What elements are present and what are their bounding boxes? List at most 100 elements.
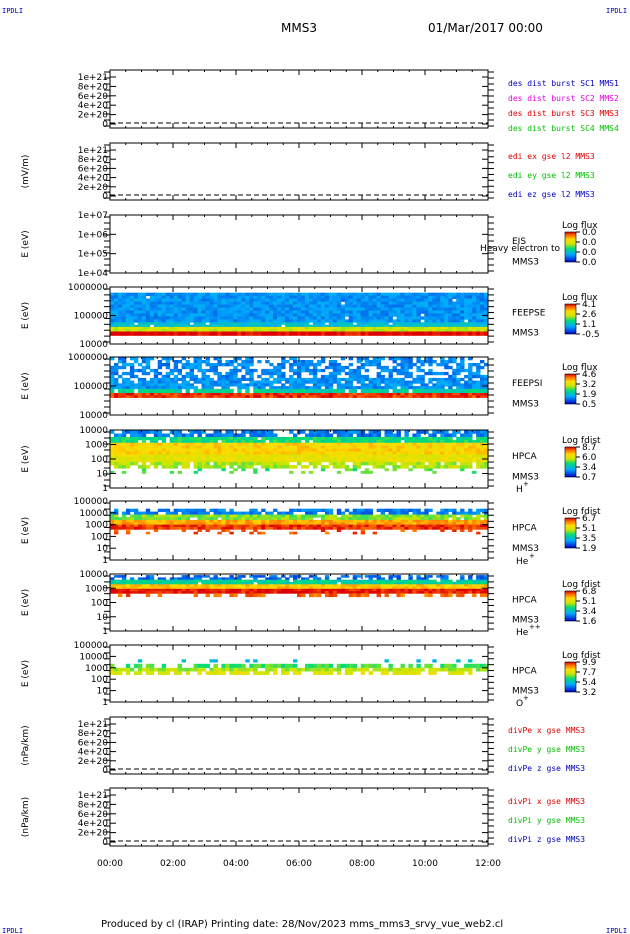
spectrogram-cell [261, 301, 266, 305]
y-tick-label: 10000 [79, 426, 108, 436]
spectrogram-cell [289, 439, 294, 444]
spectrogram-cell [408, 298, 413, 302]
spectrogram-cell [205, 511, 210, 515]
spectrogram-cell [281, 448, 286, 452]
spectrogram-cell [110, 388, 115, 394]
spectrogram-cell [189, 313, 194, 317]
spectrogram-cell [340, 322, 346, 325]
spectrogram-cell [165, 374, 171, 379]
spectrogram-cell [460, 307, 465, 311]
spectrogram-cell [476, 363, 481, 367]
spectrogram-cell [464, 524, 469, 528]
spectrogram-cell [356, 456, 362, 460]
spectrogram-cell [157, 442, 163, 446]
spectrogram-cell [165, 383, 171, 387]
spectrogram-cell [253, 383, 258, 387]
spectrogram-cell [213, 517, 218, 521]
spectrogram-cell [157, 522, 163, 525]
spectrogram-cell [388, 357, 393, 361]
spectrogram-cell [161, 388, 167, 394]
spectrogram-cell [125, 386, 131, 390]
spectrogram-cell [161, 301, 167, 305]
spectrogram-cell [348, 377, 354, 381]
spectrogram-cell [305, 316, 310, 320]
spectrogram-cell [121, 316, 127, 320]
spectrogram-cell [165, 433, 171, 438]
spectrogram-cell [305, 331, 310, 336]
spectrogram-cell [185, 298, 190, 302]
spectrogram-cell [181, 383, 186, 387]
spectrogram-cell [324, 298, 330, 302]
spectrogram-cell [118, 459, 123, 463]
spectrogram-cell [444, 517, 449, 521]
spectrogram-cell [332, 374, 338, 379]
spectrogram-cell [316, 331, 322, 336]
spectrogram-cell [440, 304, 445, 308]
spectrogram-cell [372, 388, 377, 394]
spectrogram-cell [137, 393, 143, 396]
spectrogram-cell [169, 465, 175, 469]
spectrogram-cell [257, 459, 262, 463]
spectrogram-cell [169, 393, 175, 396]
spectrogram-cell [416, 313, 421, 317]
spectrogram-cell [281, 456, 286, 460]
spectrogram-cell [376, 459, 381, 463]
spectrogram-cell [293, 439, 298, 444]
spectrogram-cell [324, 527, 330, 530]
spectrogram-cell [388, 445, 393, 449]
spectrogram-cell [420, 393, 425, 396]
spectrogram-cell [217, 461, 222, 466]
spectrogram-cell [249, 374, 254, 379]
spectrogram-cell [177, 326, 182, 330]
spectrogram-cell [129, 451, 135, 455]
spectrogram-cell [253, 295, 258, 299]
spectrogram-cell [265, 514, 270, 518]
spectrogram-cell [412, 322, 417, 325]
spectrogram-cell [277, 448, 282, 452]
spectrogram-cell [348, 511, 354, 515]
spectrogram-cell [452, 465, 457, 469]
spectrogram-cell [261, 527, 266, 530]
spectrogram-cell [324, 295, 330, 299]
spectrogram-cell [368, 307, 373, 311]
spectrogram-cell [404, 322, 409, 325]
spectrogram-cell [209, 298, 214, 302]
spectrogram-cell [229, 316, 234, 320]
spectrogram-cell [233, 371, 238, 376]
spectrogram-cell [169, 527, 175, 530]
spectrogram-cell [456, 298, 461, 302]
spectrogram-cell [484, 433, 489, 438]
spectrogram-cell [213, 519, 218, 523]
spectrogram-cell [348, 522, 354, 525]
spectrogram-cell [408, 522, 413, 525]
spectrogram-cell [464, 324, 469, 328]
spectrogram-cell [364, 304, 370, 308]
spectrogram-cell [376, 461, 381, 466]
spectrogram-cell [376, 360, 381, 364]
spectrogram-cell [312, 292, 318, 296]
y-tick-label: 4e+20 [78, 101, 109, 111]
spectrogram-cell [229, 517, 234, 521]
spectrogram-cell [408, 459, 413, 463]
spectrogram-cell [149, 451, 155, 455]
spectrogram-cell [332, 298, 338, 302]
spectrogram-cell [348, 326, 354, 330]
spectrogram-cell [193, 295, 198, 299]
spectrogram-cell [245, 326, 250, 330]
spectrogram-cell [312, 326, 318, 330]
spectrogram-cell [257, 310, 262, 314]
spectrogram-cell [476, 383, 481, 387]
spectrogram-cell [297, 437, 302, 441]
spectrogram-cell [464, 445, 469, 449]
spectrogram-cell [452, 295, 457, 299]
spectrogram-cell [209, 524, 214, 528]
spectrogram-cell [225, 371, 230, 376]
spectrogram-cell [460, 461, 465, 466]
spectrogram-cell [185, 393, 190, 396]
spectrogram-cell [368, 522, 373, 525]
spectrogram-cell [464, 374, 469, 379]
spectrogram-cell [269, 456, 274, 460]
spectrogram-cell [293, 324, 298, 328]
spectrogram-cell [348, 395, 354, 398]
spectrogram-cell [456, 322, 461, 325]
